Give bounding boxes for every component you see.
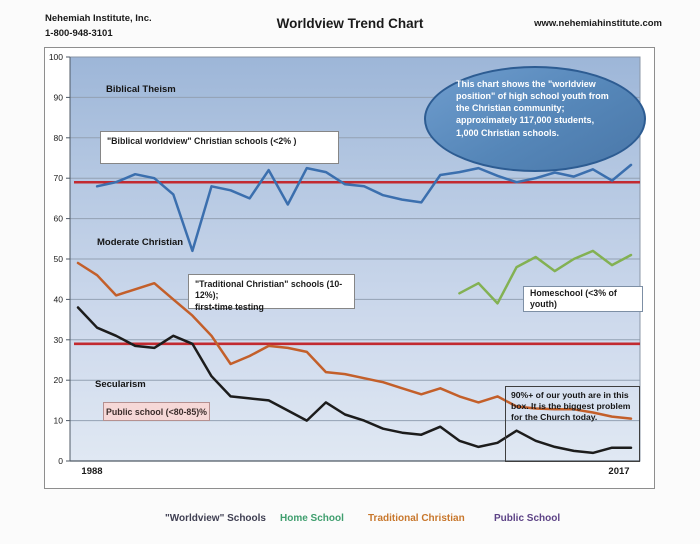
callout-homeschool: Homeschool (<3% of youth) bbox=[523, 286, 643, 312]
y-tick-label: 60 bbox=[54, 214, 64, 224]
y-tick-label: 80 bbox=[54, 133, 64, 143]
y-tick-label: 30 bbox=[54, 335, 64, 345]
x-tick-label: 2017 bbox=[608, 466, 629, 477]
page-title: Worldview Trend Chart bbox=[276, 16, 424, 31]
series-line bbox=[95, 163, 633, 253]
zone-label-biblical-theism: Biblical Theism bbox=[106, 84, 176, 95]
callout-traditional-line1: "Traditional Christian" schools (10-12%)… bbox=[195, 279, 343, 301]
website-link: www.nehemiahinstitute.com bbox=[534, 18, 662, 29]
org-name: Nehemiah Institute, Inc. bbox=[45, 13, 152, 24]
y-tick-label: 100 bbox=[49, 52, 63, 62]
org-phone: 1-800-948-3101 bbox=[45, 28, 113, 39]
legend-item: Public School bbox=[494, 513, 561, 524]
y-tick-label: 50 bbox=[54, 254, 64, 264]
legend-item: "Worldview" Schools bbox=[165, 513, 266, 524]
legend-item: Traditional Christian bbox=[368, 513, 465, 524]
callout-public-school: Public school (<80-85)% bbox=[103, 402, 210, 421]
y-tick-label: 0 bbox=[58, 456, 63, 466]
y-tick-label: 70 bbox=[54, 173, 64, 183]
series-line bbox=[458, 249, 633, 305]
series-line bbox=[76, 306, 633, 455]
zone-label-moderate-christian: Moderate Christian bbox=[97, 237, 184, 248]
callout-90-percent: 90%+ of our youth are in this box. It is… bbox=[505, 386, 640, 462]
y-tick-label: 10 bbox=[54, 416, 64, 426]
series-line bbox=[76, 261, 633, 420]
y-tick-label: 40 bbox=[54, 294, 64, 304]
callout-biblical-worldview: "Biblical worldview" Christian schools (… bbox=[100, 131, 339, 164]
y-tick-label: 20 bbox=[54, 375, 64, 385]
summary-ellipse bbox=[424, 66, 646, 172]
callout-traditional-line2: first-time testing bbox=[195, 301, 264, 312]
org-block: Nehemiah Institute, Inc. 1-800-948-3101 bbox=[45, 11, 152, 41]
zone-label-secularism: Secularism bbox=[95, 379, 146, 390]
callout-traditional-christian: "Traditional Christian" schools (10-12%)… bbox=[188, 274, 355, 312]
x-tick-label: 1988 bbox=[81, 466, 102, 477]
y-tick-label: 90 bbox=[54, 92, 64, 102]
legend-item: Home School bbox=[280, 513, 344, 524]
summary-ellipse-text: This chart shows the "worldview position… bbox=[456, 79, 609, 138]
